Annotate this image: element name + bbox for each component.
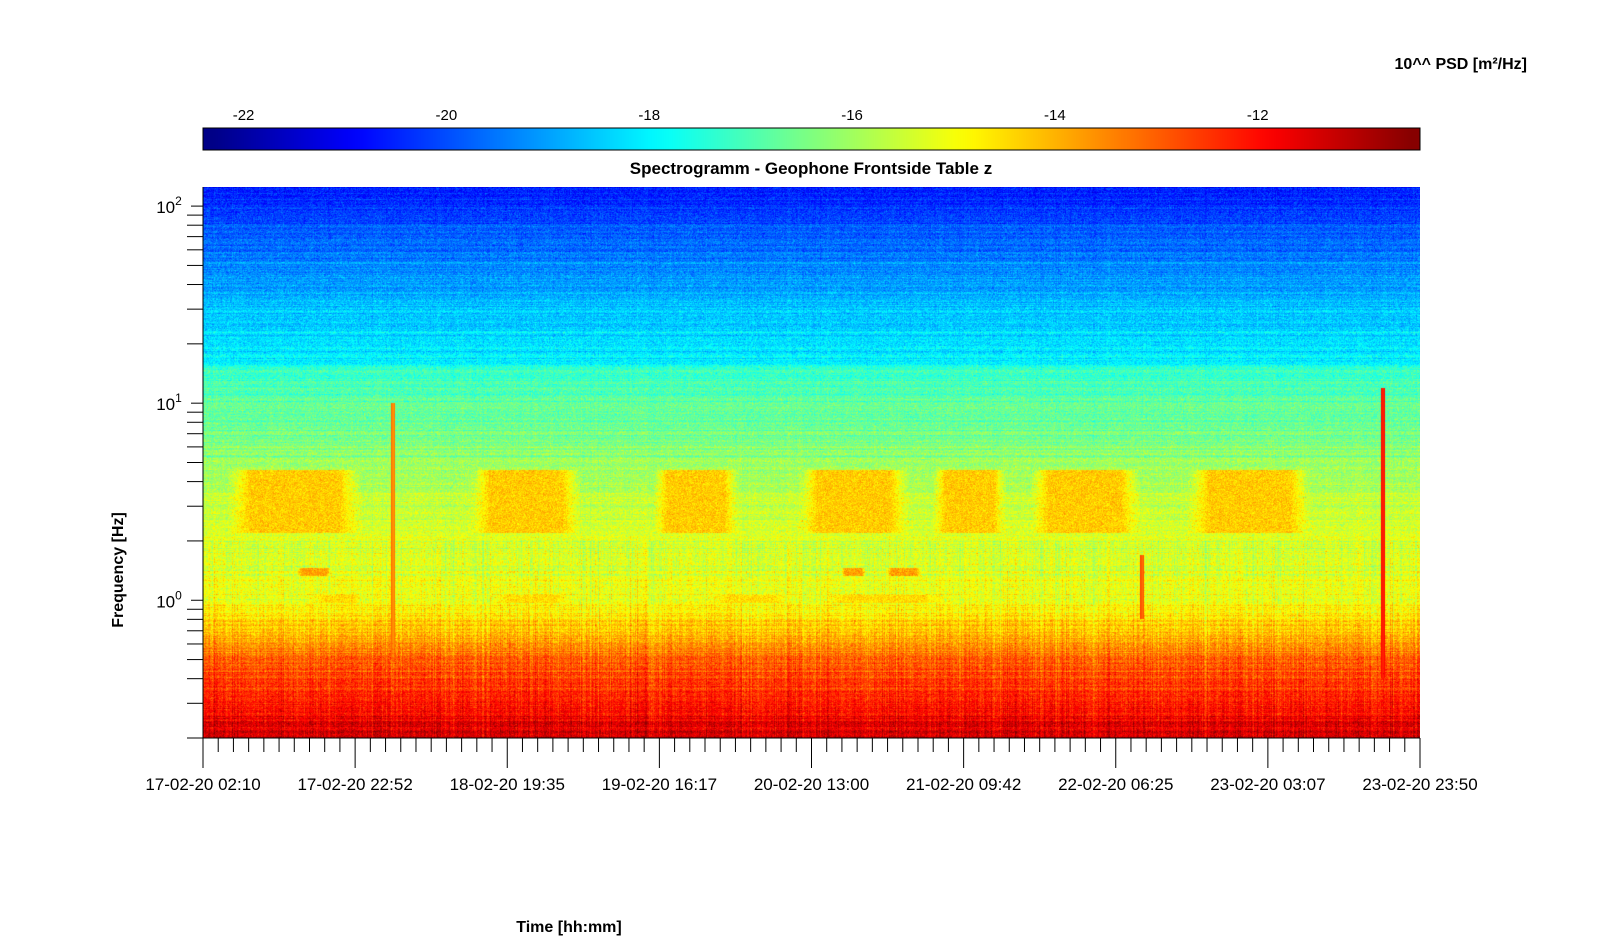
colorbar-tick-label: -22 bbox=[233, 107, 255, 124]
colorbar bbox=[203, 128, 1420, 150]
x-tick-labels: 17-02-20 02:10 17-02-20 22:52 18-02-20 19:… bbox=[145, 775, 1477, 794]
y-tick-labels: 102 101 100 bbox=[156, 194, 203, 611]
x-tick-label: 18-02-20 19:35 bbox=[450, 775, 565, 794]
x-tick-label: 20-02-20 13:00 bbox=[754, 775, 869, 794]
colorbar-tick-label: -14 bbox=[1044, 107, 1066, 124]
x-tick-label: 22-02-20 06:25 bbox=[1058, 775, 1173, 794]
y-axis: 102 101 100 bbox=[156, 187, 204, 739]
y-minor-ticks bbox=[187, 214, 203, 739]
y-tick-label: 100 bbox=[156, 588, 182, 611]
spectrogram-heatmap bbox=[203, 187, 1420, 738]
x-ticks bbox=[202, 738, 1421, 768]
x-axis: 17-02-20 02:10 17-02-20 22:52 18-02-20 19:… bbox=[145, 737, 1478, 794]
colorbar-label: 10^^ PSD [m²/Hz] bbox=[1395, 56, 1527, 73]
x-tick-label: 19-02-20 16:17 bbox=[602, 775, 717, 794]
chart-title: Spectrogramm - Geophone Frontside Table … bbox=[630, 159, 992, 178]
x-tick-label: 21-02-20 09:42 bbox=[906, 775, 1021, 794]
colorbar-tick-label: -16 bbox=[841, 107, 863, 124]
colorbar-frame bbox=[202, 127, 1421, 151]
colorbar-tick-labels: -22 -20 -18 -16 -14 -12 bbox=[233, 107, 1269, 124]
x-tick-label: 23-02-20 03:07 bbox=[1210, 775, 1325, 794]
colorbar-tick-label: -12 bbox=[1247, 107, 1269, 124]
y-tick-label: 101 bbox=[156, 391, 182, 414]
y-axis-label: Frequency [Hz] bbox=[110, 512, 127, 628]
x-tick-label: 17-02-20 02:10 bbox=[145, 775, 260, 794]
x-axis-label: Time [hh:mm] bbox=[516, 919, 621, 936]
y-tick-label: 102 bbox=[156, 194, 182, 217]
x-tick-label: 17-02-20 22:52 bbox=[297, 775, 412, 794]
x-tick-label: 23-02-20 23:50 bbox=[1362, 775, 1477, 794]
colorbar-tick-label: -18 bbox=[638, 107, 660, 124]
colorbar-tick-label: -20 bbox=[436, 107, 458, 124]
